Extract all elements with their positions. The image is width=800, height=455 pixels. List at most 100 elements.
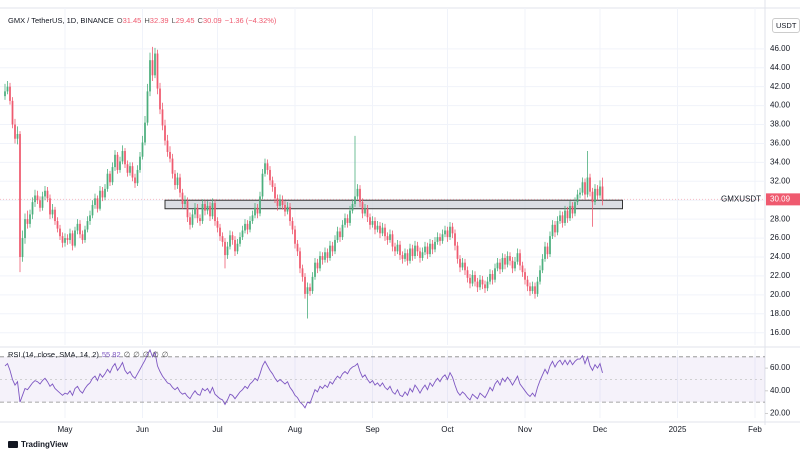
candle-body [179, 177, 181, 193]
candle-body [386, 236, 389, 240]
candle-body [119, 161, 121, 170]
candle-body [466, 270, 469, 278]
candle-body [164, 125, 166, 141]
ohlc-letter: O [116, 16, 123, 25]
candle-body [594, 188, 596, 203]
candle-body [94, 198, 96, 205]
x-tick-label: Jul [212, 425, 222, 434]
candle-body [376, 225, 379, 230]
candle-body [71, 233, 74, 246]
candle-body [96, 198, 99, 209]
candle-body [526, 279, 529, 287]
x-tick-label: May [57, 425, 72, 434]
candle-body [129, 166, 131, 173]
candle-body [591, 191, 594, 203]
candle-body [136, 169, 139, 184]
candle-body [521, 265, 524, 273]
candle-body [131, 166, 134, 178]
candle-body [339, 231, 341, 238]
brand: TradingView [8, 440, 68, 449]
candle-body [34, 195, 36, 203]
candle-body [296, 243, 299, 252]
candle-body [54, 209, 56, 222]
candle-body [226, 246, 229, 256]
candle-body [184, 201, 186, 205]
candle-body [311, 276, 314, 292]
candle-body [439, 237, 441, 241]
candle-body [421, 252, 424, 258]
candle-body [389, 234, 391, 240]
candle-body [221, 236, 224, 242]
candle-body [561, 215, 564, 223]
candle-body [24, 219, 26, 239]
candle-body [384, 227, 386, 237]
candle-body [229, 235, 231, 247]
candle-body [289, 206, 291, 222]
y-tick-label: 36.00 [770, 139, 791, 148]
candle-body [366, 208, 369, 218]
candle-body [201, 204, 204, 222]
candle-body [586, 177, 589, 195]
candle-body [6, 86, 9, 92]
candle-body [16, 133, 19, 139]
candle-body [49, 198, 51, 215]
candle-body [91, 204, 94, 216]
candle-body [381, 227, 384, 234]
candle-body [446, 230, 449, 238]
candle-body [546, 246, 549, 255]
candle-body [161, 109, 164, 126]
ohlc: C30.09 [198, 16, 222, 25]
candle-body [29, 214, 31, 224]
candle-body [574, 202, 576, 214]
candle-body [464, 262, 466, 271]
candle-body [231, 235, 234, 240]
currency: USDT [776, 21, 797, 30]
candle-body [344, 218, 346, 225]
candle-body [404, 253, 406, 259]
candle-body [374, 221, 376, 230]
y-tick-label: 24.00 [770, 252, 791, 261]
candle-body [151, 60, 154, 76]
candle-body [239, 237, 241, 244]
candle-body [471, 274, 474, 284]
candle-body [59, 228, 61, 237]
candle-body [434, 241, 436, 250]
candle-body [459, 258, 461, 268]
candle-body [144, 122, 146, 143]
candle-body [171, 158, 174, 174]
y-tick-label: 22.00 [770, 271, 791, 280]
last-price-label: 30.09 [770, 194, 791, 203]
candle-body [114, 154, 116, 168]
candle-body [246, 223, 249, 230]
candle-body [496, 262, 499, 269]
ohlc: O31.45 [117, 16, 142, 25]
last-price-box [766, 193, 800, 206]
ohlc-value: 29.45 [175, 16, 195, 25]
rsi-tick-label: 40.00 [770, 386, 791, 395]
candle-body [489, 274, 491, 282]
candle-body [596, 188, 599, 196]
candle-body [224, 241, 226, 256]
rsi-value: 55.82 [101, 350, 121, 359]
candle-body [44, 190, 46, 197]
candle-body [126, 164, 129, 173]
candle-body [429, 243, 431, 255]
y-tick-label: 18.00 [770, 309, 791, 318]
candle-body [279, 199, 281, 206]
candle-body [514, 261, 516, 269]
candle-body [436, 237, 439, 242]
candle-body [416, 245, 419, 252]
candle-body [589, 177, 591, 192]
candle-body [599, 186, 601, 196]
candle-body [191, 214, 194, 225]
candle-body [309, 287, 311, 292]
candle-body [444, 230, 446, 235]
candle-body [551, 224, 554, 237]
currency-box[interactable]: USDT [772, 18, 800, 33]
candle-body [69, 233, 71, 240]
candle-body [536, 281, 539, 294]
candle-body [569, 205, 571, 219]
candle-body [64, 238, 66, 243]
